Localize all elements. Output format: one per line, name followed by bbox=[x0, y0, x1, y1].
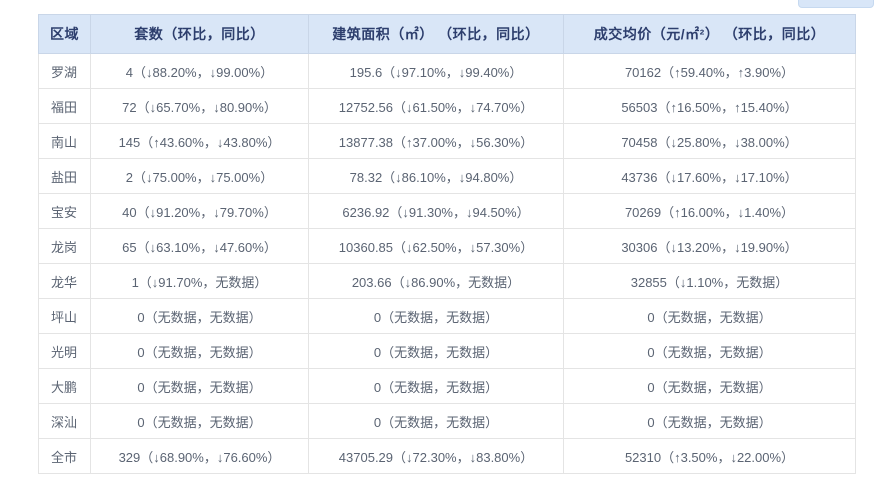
region-cell: 盐田 bbox=[38, 158, 91, 194]
price-cell: 70458（↓25.80%，↓38.00%） bbox=[563, 123, 856, 159]
price-cell: 56503（↑16.50%，↑15.40%） bbox=[563, 88, 856, 124]
table-row: 南山 145（↑43.60%，↓43.80%） 13877.38（↑37.00%… bbox=[38, 123, 856, 159]
table-row: 罗湖 4（↓88.20%，↓99.00%） 195.6（↓97.10%，↓99.… bbox=[38, 53, 856, 89]
region-cell: 深汕 bbox=[38, 403, 91, 439]
price-cell: 32855（↓1.10%，无数据） bbox=[563, 263, 856, 299]
price-cell: 0（无数据，无数据） bbox=[563, 368, 856, 404]
price-cell: 30306（↓13.20%，↓19.90%） bbox=[563, 228, 856, 264]
area-cell: 195.6（↓97.10%，↓99.40%） bbox=[308, 53, 564, 89]
region-cell: 大鹏 bbox=[38, 368, 91, 404]
table-header: 区域 套数（环比，同比） 建筑面积（㎡） （环比，同比） 成交均价（元/㎡²） … bbox=[38, 14, 856, 54]
table-row: 宝安 40（↓91.20%，↓79.70%） 6236.92（↓91.30%，↓… bbox=[38, 193, 856, 229]
price-cell: 43736（↓17.60%，↓17.10%） bbox=[563, 158, 856, 194]
price-cell: 0（无数据，无数据） bbox=[563, 333, 856, 369]
area-cell: 13877.38（↑37.00%，↓56.30%） bbox=[308, 123, 564, 159]
area-cell: 12752.56（↓61.50%，↓74.70%） bbox=[308, 88, 564, 124]
price-cell: 0（无数据，无数据） bbox=[563, 298, 856, 334]
price-cell: 70269（↑16.00%，↓1.40%） bbox=[563, 193, 856, 229]
units-cell: 72（↓65.70%，↓80.90%） bbox=[90, 88, 309, 124]
area-cell: 43705.29（↓72.30%，↓83.80%） bbox=[308, 438, 564, 474]
area-cell: 203.66（↓86.90%，无数据） bbox=[308, 263, 564, 299]
region-cell: 罗湖 bbox=[38, 53, 91, 89]
column-header-price: 成交均价（元/㎡²） （环比，同比） bbox=[563, 14, 856, 54]
units-cell: 145（↑43.60%，↓43.80%） bbox=[90, 123, 309, 159]
price-cell: 52310（↑3.50%，↓22.00%） bbox=[563, 438, 856, 474]
table-row: 龙华 1（↓91.70%，无数据） 203.66（↓86.90%，无数据） 32… bbox=[38, 263, 856, 299]
region-cell: 宝安 bbox=[38, 193, 91, 229]
area-cell: 0（无数据，无数据） bbox=[308, 403, 564, 439]
units-cell: 65（↓63.10%，↓47.60%） bbox=[90, 228, 309, 264]
area-cell: 6236.92（↓91.30%，↓94.50%） bbox=[308, 193, 564, 229]
region-cell: 福田 bbox=[38, 88, 91, 124]
table-row: 大鹏 0（无数据，无数据） 0（无数据，无数据） 0（无数据，无数据） bbox=[38, 368, 856, 404]
column-header-area: 建筑面积（㎡） （环比，同比） bbox=[308, 14, 564, 54]
top-edge-button-fragment bbox=[798, 0, 874, 8]
units-cell: 0（无数据，无数据） bbox=[90, 368, 309, 404]
region-cell: 龙华 bbox=[38, 263, 91, 299]
units-cell: 4（↓88.20%，↓99.00%） bbox=[90, 53, 309, 89]
area-cell: 0（无数据，无数据） bbox=[308, 298, 564, 334]
region-cell: 龙岗 bbox=[38, 228, 91, 264]
area-cell: 0（无数据，无数据） bbox=[308, 368, 564, 404]
column-header-region: 区域 bbox=[38, 14, 91, 54]
units-cell: 2（↓75.00%，↓75.00%） bbox=[90, 158, 309, 194]
header-row: 区域 套数（环比，同比） 建筑面积（㎡） （环比，同比） 成交均价（元/㎡²） … bbox=[38, 14, 856, 54]
units-cell: 0（无数据，无数据） bbox=[90, 333, 309, 369]
area-cell: 78.32（↓86.10%，↓94.80%） bbox=[308, 158, 564, 194]
region-cell: 全市 bbox=[38, 438, 91, 474]
table-row: 龙岗 65（↓63.10%，↓47.60%） 10360.85（↓62.50%，… bbox=[38, 228, 856, 264]
district-stats-table: 区域 套数（环比，同比） 建筑面积（㎡） （环比，同比） 成交均价（元/㎡²） … bbox=[38, 14, 856, 474]
units-cell: 1（↓91.70%，无数据） bbox=[90, 263, 309, 299]
table-row: 坪山 0（无数据，无数据） 0（无数据，无数据） 0（无数据，无数据） bbox=[38, 298, 856, 334]
region-cell: 坪山 bbox=[38, 298, 91, 334]
units-cell: 40（↓91.20%，↓79.70%） bbox=[90, 193, 309, 229]
table-row: 盐田 2（↓75.00%，↓75.00%） 78.32（↓86.10%，↓94.… bbox=[38, 158, 856, 194]
units-cell: 329（↓68.90%，↓76.60%） bbox=[90, 438, 309, 474]
price-cell: 0（无数据，无数据） bbox=[563, 403, 856, 439]
region-cell: 南山 bbox=[38, 123, 91, 159]
area-cell: 0（无数据，无数据） bbox=[308, 333, 564, 369]
column-header-units: 套数（环比，同比） bbox=[90, 14, 309, 54]
units-cell: 0（无数据，无数据） bbox=[90, 403, 309, 439]
table-row: 全市 329（↓68.90%，↓76.60%） 43705.29（↓72.30%… bbox=[38, 438, 856, 474]
table-row: 深汕 0（无数据，无数据） 0（无数据，无数据） 0（无数据，无数据） bbox=[38, 403, 856, 439]
table-row: 光明 0（无数据，无数据） 0（无数据，无数据） 0（无数据，无数据） bbox=[38, 333, 856, 369]
units-cell: 0（无数据，无数据） bbox=[90, 298, 309, 334]
table-body: 罗湖 4（↓88.20%，↓99.00%） 195.6（↓97.10%，↓99.… bbox=[38, 53, 856, 474]
price-cell: 70162（↑59.40%，↑3.90%） bbox=[563, 53, 856, 89]
region-cell: 光明 bbox=[38, 333, 91, 369]
table-row: 福田 72（↓65.70%，↓80.90%） 12752.56（↓61.50%，… bbox=[38, 88, 856, 124]
area-cell: 10360.85（↓62.50%，↓57.30%） bbox=[308, 228, 564, 264]
